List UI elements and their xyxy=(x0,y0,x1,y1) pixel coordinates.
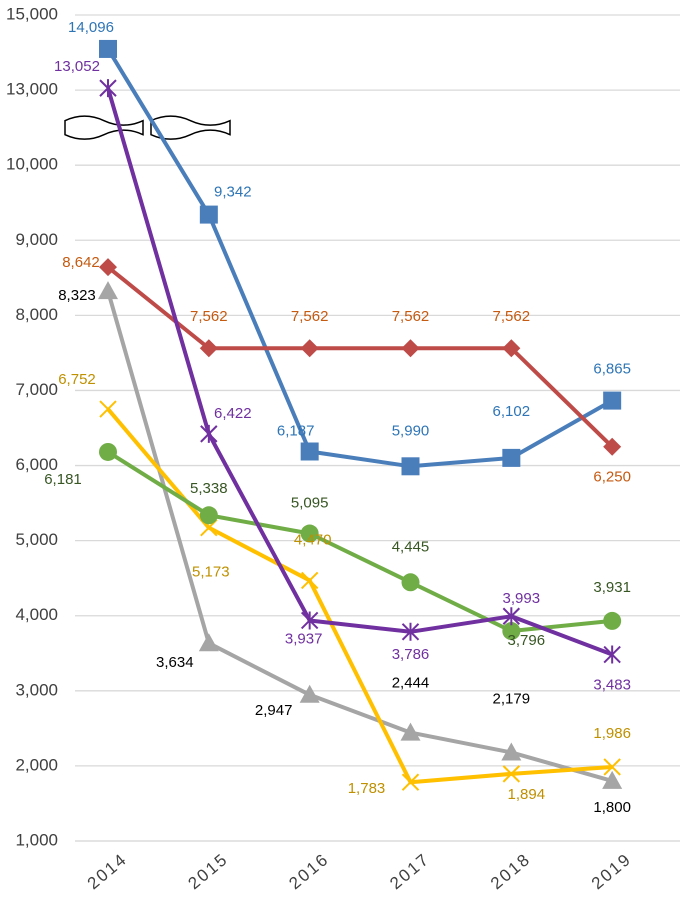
marker xyxy=(401,573,420,592)
data-label: 7,562 xyxy=(190,308,228,325)
x-tick-label: 2016 xyxy=(285,849,332,893)
y-tick-label: 15,000 xyxy=(6,4,58,23)
y-tick-label: 7,000 xyxy=(15,380,58,399)
y-tick-label: 9,000 xyxy=(15,230,58,249)
marker xyxy=(300,611,319,630)
series-line xyxy=(106,87,613,657)
data-label: 6,865 xyxy=(593,361,631,378)
data-label: 7,562 xyxy=(493,308,531,325)
x-tick-label: 2014 xyxy=(84,849,131,893)
data-label: 4,470 xyxy=(294,531,332,548)
y-tick-label: 8,000 xyxy=(15,305,58,324)
data-label: 7,562 xyxy=(291,308,329,325)
data-label: 2,947 xyxy=(255,702,293,719)
data-label: 6,422 xyxy=(214,405,252,422)
marker xyxy=(502,339,521,358)
y-tick-label: 2,000 xyxy=(15,755,58,774)
marker xyxy=(300,571,319,590)
marker xyxy=(602,770,623,789)
marker xyxy=(99,400,117,418)
y-tick-label: 10,000 xyxy=(6,155,58,174)
data-label: 3,937 xyxy=(285,630,323,647)
marker xyxy=(98,281,118,300)
data-label: 5,173 xyxy=(192,564,230,581)
marker xyxy=(198,633,219,652)
series-line xyxy=(106,450,613,634)
data-label: 3,796 xyxy=(508,632,546,649)
marker xyxy=(199,205,218,224)
marker xyxy=(401,339,420,358)
series-line xyxy=(106,47,614,469)
marker xyxy=(99,442,117,461)
data-label: 4,445 xyxy=(392,538,430,555)
marker xyxy=(299,684,320,703)
data-label: 8,642 xyxy=(62,254,100,271)
marker xyxy=(603,611,622,630)
marker xyxy=(401,622,420,641)
data-label: 2,444 xyxy=(392,675,430,692)
data-label: 5,095 xyxy=(291,494,329,511)
series-line xyxy=(106,407,613,785)
marker xyxy=(603,437,622,456)
data-label: 2,179 xyxy=(493,690,531,707)
marker xyxy=(603,645,621,664)
data-label: 6,187 xyxy=(277,422,315,439)
marker xyxy=(200,424,218,443)
series-line xyxy=(106,290,613,783)
marker xyxy=(502,765,521,783)
marker xyxy=(300,339,319,358)
marker xyxy=(401,457,420,476)
marker xyxy=(199,339,218,358)
x-tick-label: 2017 xyxy=(386,849,433,893)
data-label: 1,986 xyxy=(593,725,631,742)
data-label: 5,338 xyxy=(190,480,228,497)
x-tick-label: 2018 xyxy=(487,849,534,893)
data-label: 5,990 xyxy=(392,422,430,439)
data-label: 1,894 xyxy=(508,786,546,803)
marker xyxy=(502,448,521,467)
marker xyxy=(603,391,622,410)
data-label: 3,931 xyxy=(593,579,631,596)
data-label: 7,562 xyxy=(392,308,430,325)
marker xyxy=(300,524,319,543)
data-label: 14,096 xyxy=(68,19,114,36)
data-label: 6,752 xyxy=(58,371,96,388)
marker xyxy=(501,742,522,761)
marker xyxy=(502,607,521,626)
data-label: 6,250 xyxy=(593,469,631,486)
data-label: 6,102 xyxy=(493,403,531,420)
data-label: 1,800 xyxy=(593,799,631,816)
y-tick-label: 3,000 xyxy=(15,680,58,699)
marker xyxy=(99,79,117,98)
marker xyxy=(502,622,521,641)
x-tick-label: 2019 xyxy=(588,849,635,893)
data-label: 3,993 xyxy=(503,590,541,607)
x-tick-label: 2015 xyxy=(185,849,232,893)
y-tick-label: 1,000 xyxy=(15,830,58,849)
marker xyxy=(199,506,218,525)
marker xyxy=(400,722,421,741)
series-line xyxy=(106,265,614,449)
marker xyxy=(401,773,420,791)
y-tick-label: 13,000 xyxy=(6,80,58,99)
y-tick-label: 6,000 xyxy=(15,455,58,474)
marker xyxy=(603,758,621,776)
axis-break xyxy=(64,115,144,140)
marker xyxy=(99,39,117,58)
data-label: 6,181 xyxy=(44,471,82,488)
y-tick-label: 4,000 xyxy=(15,605,58,624)
axis-break xyxy=(150,115,231,140)
data-label: 1,783 xyxy=(348,780,386,797)
data-label: 3,483 xyxy=(593,677,631,694)
marker xyxy=(99,258,117,277)
data-label: 9,342 xyxy=(214,184,252,201)
y-tick-label: 5,000 xyxy=(15,530,58,549)
marker xyxy=(300,442,319,461)
data-label: 8,323 xyxy=(58,287,96,304)
data-label: 3,634 xyxy=(156,654,194,671)
data-label: 13,052 xyxy=(54,58,100,75)
data-label: 3,786 xyxy=(392,646,430,663)
